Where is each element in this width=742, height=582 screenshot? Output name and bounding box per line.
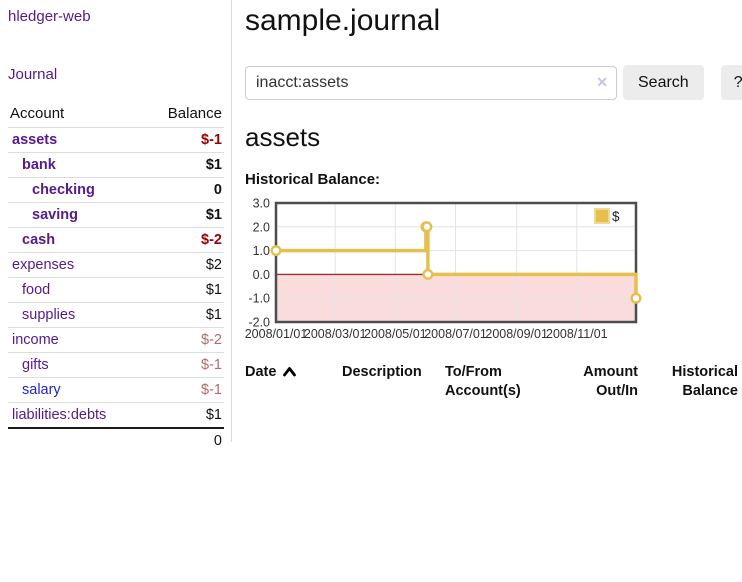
- search-form: ✕ Search ?: [245, 65, 742, 100]
- account-row: food $1: [8, 277, 224, 303]
- sidebar: hledger-web Journal Account Balance asse…: [0, 0, 232, 453]
- account-row: cash $-2: [8, 227, 224, 253]
- account-balance: $-1: [144, 127, 224, 153]
- account-balance: $-2: [144, 227, 224, 253]
- account-balance: $-2: [144, 327, 224, 353]
- account-heading: assets: [245, 122, 321, 152]
- account-row: supplies $1: [8, 302, 224, 328]
- account-balance: $1: [144, 202, 224, 228]
- account-row: bank $1: [8, 152, 224, 178]
- account-link-assets[interactable]: assets: [12, 132, 58, 148]
- chart-data-point: [421, 221, 433, 233]
- chart-y-tick-label: -2.0: [248, 316, 270, 330]
- accounts-total-spacer: [8, 427, 145, 453]
- accounts-header-account: Account: [10, 105, 65, 122]
- register-header-amount: Amount Out/In: [583, 364, 638, 399]
- accounts-total-balance: 0: [144, 427, 224, 453]
- account-balance: 0: [144, 177, 224, 203]
- account-name-cell: salary: [8, 377, 145, 403]
- account-row: checking 0: [8, 177, 224, 203]
- account-link-saving[interactable]: saving: [32, 207, 78, 223]
- account-link-salary[interactable]: salary: [22, 382, 61, 398]
- account-row: liabilities:debts $1: [8, 402, 224, 428]
- account-name-cell: food: [8, 277, 145, 303]
- page-title: sample.journal: [245, 4, 441, 37]
- account-link-expenses[interactable]: expenses: [12, 257, 75, 273]
- account-balance: $-1: [144, 377, 224, 403]
- register-header-date[interactable]: Date: [245, 359, 342, 405]
- chart-y-tick-label: 0.0: [253, 268, 270, 282]
- chart-x-tick-label: 2008/11/01: [546, 327, 608, 341]
- account-name-cell: expenses: [8, 252, 145, 278]
- account-balance: $1: [144, 402, 224, 428]
- account-name-cell: gifts: [8, 352, 145, 378]
- chart-legend-label: $: [612, 209, 620, 224]
- account-name-cell: liabilities:debts: [8, 402, 145, 428]
- chart-y-tick-label: 3.0: [253, 197, 270, 211]
- register-header-date-label: Date: [245, 364, 277, 380]
- help-button[interactable]: ?: [720, 65, 742, 100]
- clear-search-icon[interactable]: ✕: [596, 73, 608, 90]
- chart-y-tick-label: 1.0: [253, 244, 270, 258]
- historical-balance-chart: 3.0 2.0 1.0 0.0 -1.0 -2.02008/01/012008/03/01…: [245, 197, 642, 341]
- chart-y-tick-label: -1.0: [248, 292, 270, 306]
- accounts-table: Account Balance assets $-1 bank $1 checking 0…: [8, 100, 224, 453]
- chart-y-tick-label: 2.0: [253, 220, 270, 234]
- register-header-description: Description: [342, 364, 422, 380]
- account-name-cell: saving: [8, 202, 145, 228]
- account-row: expenses $2: [8, 252, 224, 278]
- account-link-bank[interactable]: bank: [22, 157, 56, 173]
- search-input[interactable]: [245, 65, 617, 100]
- chart-border: [274, 201, 638, 324]
- sort-ascending-icon: [283, 367, 297, 377]
- account-link-supplies[interactable]: supplies: [22, 307, 76, 323]
- account-link-checking[interactable]: checking: [32, 182, 95, 198]
- hledger-web-app: hledger-web Journal Account Balance asse…: [0, 0, 742, 453]
- nav-journal-link[interactable]: Journal: [8, 66, 58, 83]
- chart-title: Historical Balance:: [245, 171, 381, 188]
- account-row: gifts $-1: [8, 352, 224, 378]
- chart-x-tick-label: 2008/03/01: [304, 327, 367, 341]
- register-table: Date Description To/From Account(s) Amou…: [245, 359, 739, 405]
- chart-x-tick-label: 2008/01/01: [245, 327, 308, 341]
- chart-data-point: [422, 268, 434, 280]
- chart-data-point: [630, 292, 642, 304]
- account-balance: $1: [144, 302, 224, 328]
- account-link-gifts[interactable]: gifts: [22, 357, 49, 373]
- account-link-liabilities-debts[interactable]: liabilities:debts: [12, 407, 107, 423]
- account-row: salary $-1: [8, 377, 224, 403]
- main-content: sample.journal ✕ Search ? assets Histori…: [232, 0, 742, 442]
- account-balance: $1: [144, 152, 224, 178]
- account-balance: $2: [144, 252, 224, 278]
- app-brand: hledger-web: [8, 8, 91, 25]
- account-name-cell: assets: [8, 127, 145, 153]
- accounts-header-balance: Balance: [167, 105, 222, 122]
- accounts-total-row: 0: [8, 427, 224, 453]
- account-balance: $1: [144, 277, 224, 303]
- account-name-cell: checking: [8, 177, 145, 203]
- account-name-cell: cash: [8, 227, 145, 253]
- account-name-cell: income: [8, 327, 145, 353]
- account-row: assets $-1: [8, 127, 224, 153]
- chart-x-tick-label: 2008/07/01: [424, 327, 487, 341]
- account-link-cash[interactable]: cash: [22, 232, 56, 248]
- account-row: income $-2: [8, 327, 224, 353]
- account-name-cell: bank: [8, 152, 145, 178]
- account-link-food[interactable]: food: [22, 282, 51, 298]
- account-row: saving $1: [8, 202, 224, 228]
- search-box: ✕: [245, 65, 617, 100]
- account-name-cell: supplies: [8, 302, 145, 328]
- account-link-income[interactable]: income: [12, 332, 59, 348]
- register-header-row: Date Description To/From Account(s) Amou…: [245, 359, 739, 405]
- chart-data-point: [270, 245, 282, 257]
- register-header-accounts: To/From Account(s): [445, 364, 521, 399]
- account-balance: $-1: [144, 352, 224, 378]
- chart-x-tick-label: 2008/05/01: [364, 327, 427, 341]
- search-button[interactable]: Search: [623, 65, 704, 100]
- register-header-balance: Historical Balance: [671, 364, 738, 399]
- chart-legend-swatch: [594, 208, 610, 224]
- accounts-header-row: Account Balance: [8, 100, 224, 128]
- chart-x-tick-label: 2008/09/01: [485, 327, 548, 341]
